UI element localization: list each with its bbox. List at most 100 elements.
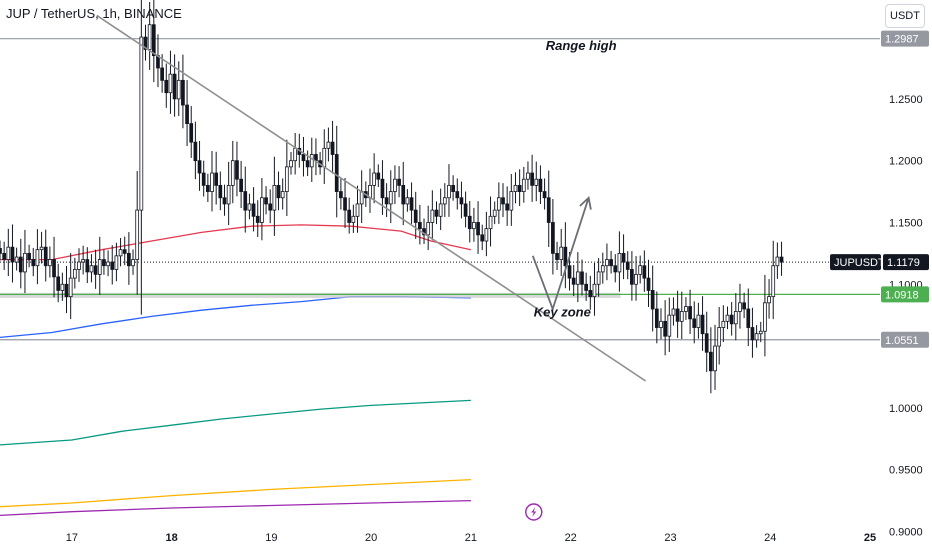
candle xyxy=(147,1,152,70)
candle-down xyxy=(56,276,61,291)
candle-up xyxy=(289,160,293,168)
candle-up xyxy=(272,184,277,211)
candle-up xyxy=(679,311,684,322)
candle xyxy=(276,171,281,211)
candle-up xyxy=(513,184,518,192)
projection-path[interactable] xyxy=(531,197,590,312)
candle-down xyxy=(571,277,576,285)
candle-down xyxy=(339,191,343,199)
candle xyxy=(23,229,27,294)
candle-down xyxy=(567,265,572,279)
candle xyxy=(93,249,98,289)
candle-down xyxy=(110,261,115,270)
candle xyxy=(717,307,722,365)
candle-down xyxy=(347,209,352,223)
candle-up xyxy=(430,209,435,223)
candle-down xyxy=(625,261,630,270)
candle-up xyxy=(14,256,19,263)
candle xyxy=(235,141,239,197)
candle-up xyxy=(758,330,763,335)
candle-up xyxy=(326,141,331,149)
trend-line[interactable] xyxy=(96,14,646,382)
candle xyxy=(6,228,11,277)
candle-up xyxy=(284,166,289,192)
event-markers[interactable] xyxy=(525,503,543,521)
candle-down xyxy=(642,265,647,279)
candle xyxy=(372,153,376,204)
candle xyxy=(397,166,401,198)
candle-up xyxy=(771,265,776,298)
candle xyxy=(696,302,701,339)
y-tick-label: 1.2500 xyxy=(889,94,923,106)
candle xyxy=(638,255,643,284)
candle xyxy=(289,152,293,175)
candle xyxy=(476,201,480,254)
candle xyxy=(630,251,634,301)
candle xyxy=(247,193,252,220)
candle-up xyxy=(168,73,173,94)
lightning-icon[interactable] xyxy=(525,503,543,521)
candle-up xyxy=(131,259,135,267)
candle xyxy=(260,177,264,241)
candle-up xyxy=(89,265,94,273)
candle xyxy=(56,263,61,303)
candle xyxy=(663,300,667,356)
candle xyxy=(688,289,692,335)
candle-up xyxy=(725,314,730,322)
candle xyxy=(496,182,501,224)
candle-up xyxy=(617,252,622,273)
candle-down xyxy=(122,249,127,254)
candle xyxy=(463,191,468,228)
candle-up xyxy=(293,147,298,162)
time-axis[interactable]: 17 18 19 20 21 22 23 24 25 xyxy=(66,532,876,544)
candle xyxy=(775,242,780,279)
candle xyxy=(442,183,447,218)
candles xyxy=(0,0,784,394)
candle-down xyxy=(455,191,460,199)
candle xyxy=(534,161,539,202)
candle-down xyxy=(463,203,468,217)
candle xyxy=(210,151,214,212)
candle-down xyxy=(2,252,7,260)
candle xyxy=(89,254,94,283)
current-price-tag: JUPUSDT 1.1179 xyxy=(830,254,929,271)
candle xyxy=(168,50,173,114)
candle-down xyxy=(264,197,268,205)
candle xyxy=(131,249,135,275)
candle xyxy=(181,54,185,129)
candle-up xyxy=(605,259,609,267)
candle xyxy=(754,325,759,348)
candle xyxy=(193,121,198,180)
ma-line-5 xyxy=(0,499,471,517)
candle-up xyxy=(638,265,643,275)
candle xyxy=(206,173,210,203)
candle xyxy=(538,165,543,205)
candle xyxy=(559,228,564,277)
candle-up xyxy=(442,197,447,205)
candle-up xyxy=(39,246,44,251)
candle xyxy=(343,177,347,228)
candle xyxy=(625,251,630,280)
candle xyxy=(376,164,381,187)
candle-down xyxy=(621,252,626,263)
candle xyxy=(779,241,784,276)
candle xyxy=(64,265,69,314)
candle-down xyxy=(467,215,472,230)
candle-down xyxy=(85,259,90,273)
candle-down xyxy=(18,256,23,273)
price-axis[interactable]: 1.25001.20001.15001.10001.00000.95000.90… xyxy=(889,94,923,539)
candle xyxy=(509,174,514,226)
candle-up xyxy=(509,191,514,211)
candle-down xyxy=(451,184,455,192)
currency-button[interactable]: USDT xyxy=(885,4,925,28)
price-tag-1.2987: 1.2987 xyxy=(881,30,929,47)
candle-down xyxy=(160,67,164,81)
y-tick-label: 0.9500 xyxy=(889,465,923,477)
candle-up xyxy=(118,249,123,257)
candle-up xyxy=(210,172,214,192)
candle xyxy=(156,34,160,88)
candle xyxy=(613,254,618,283)
candle xyxy=(418,204,422,245)
candle-down xyxy=(700,314,705,335)
